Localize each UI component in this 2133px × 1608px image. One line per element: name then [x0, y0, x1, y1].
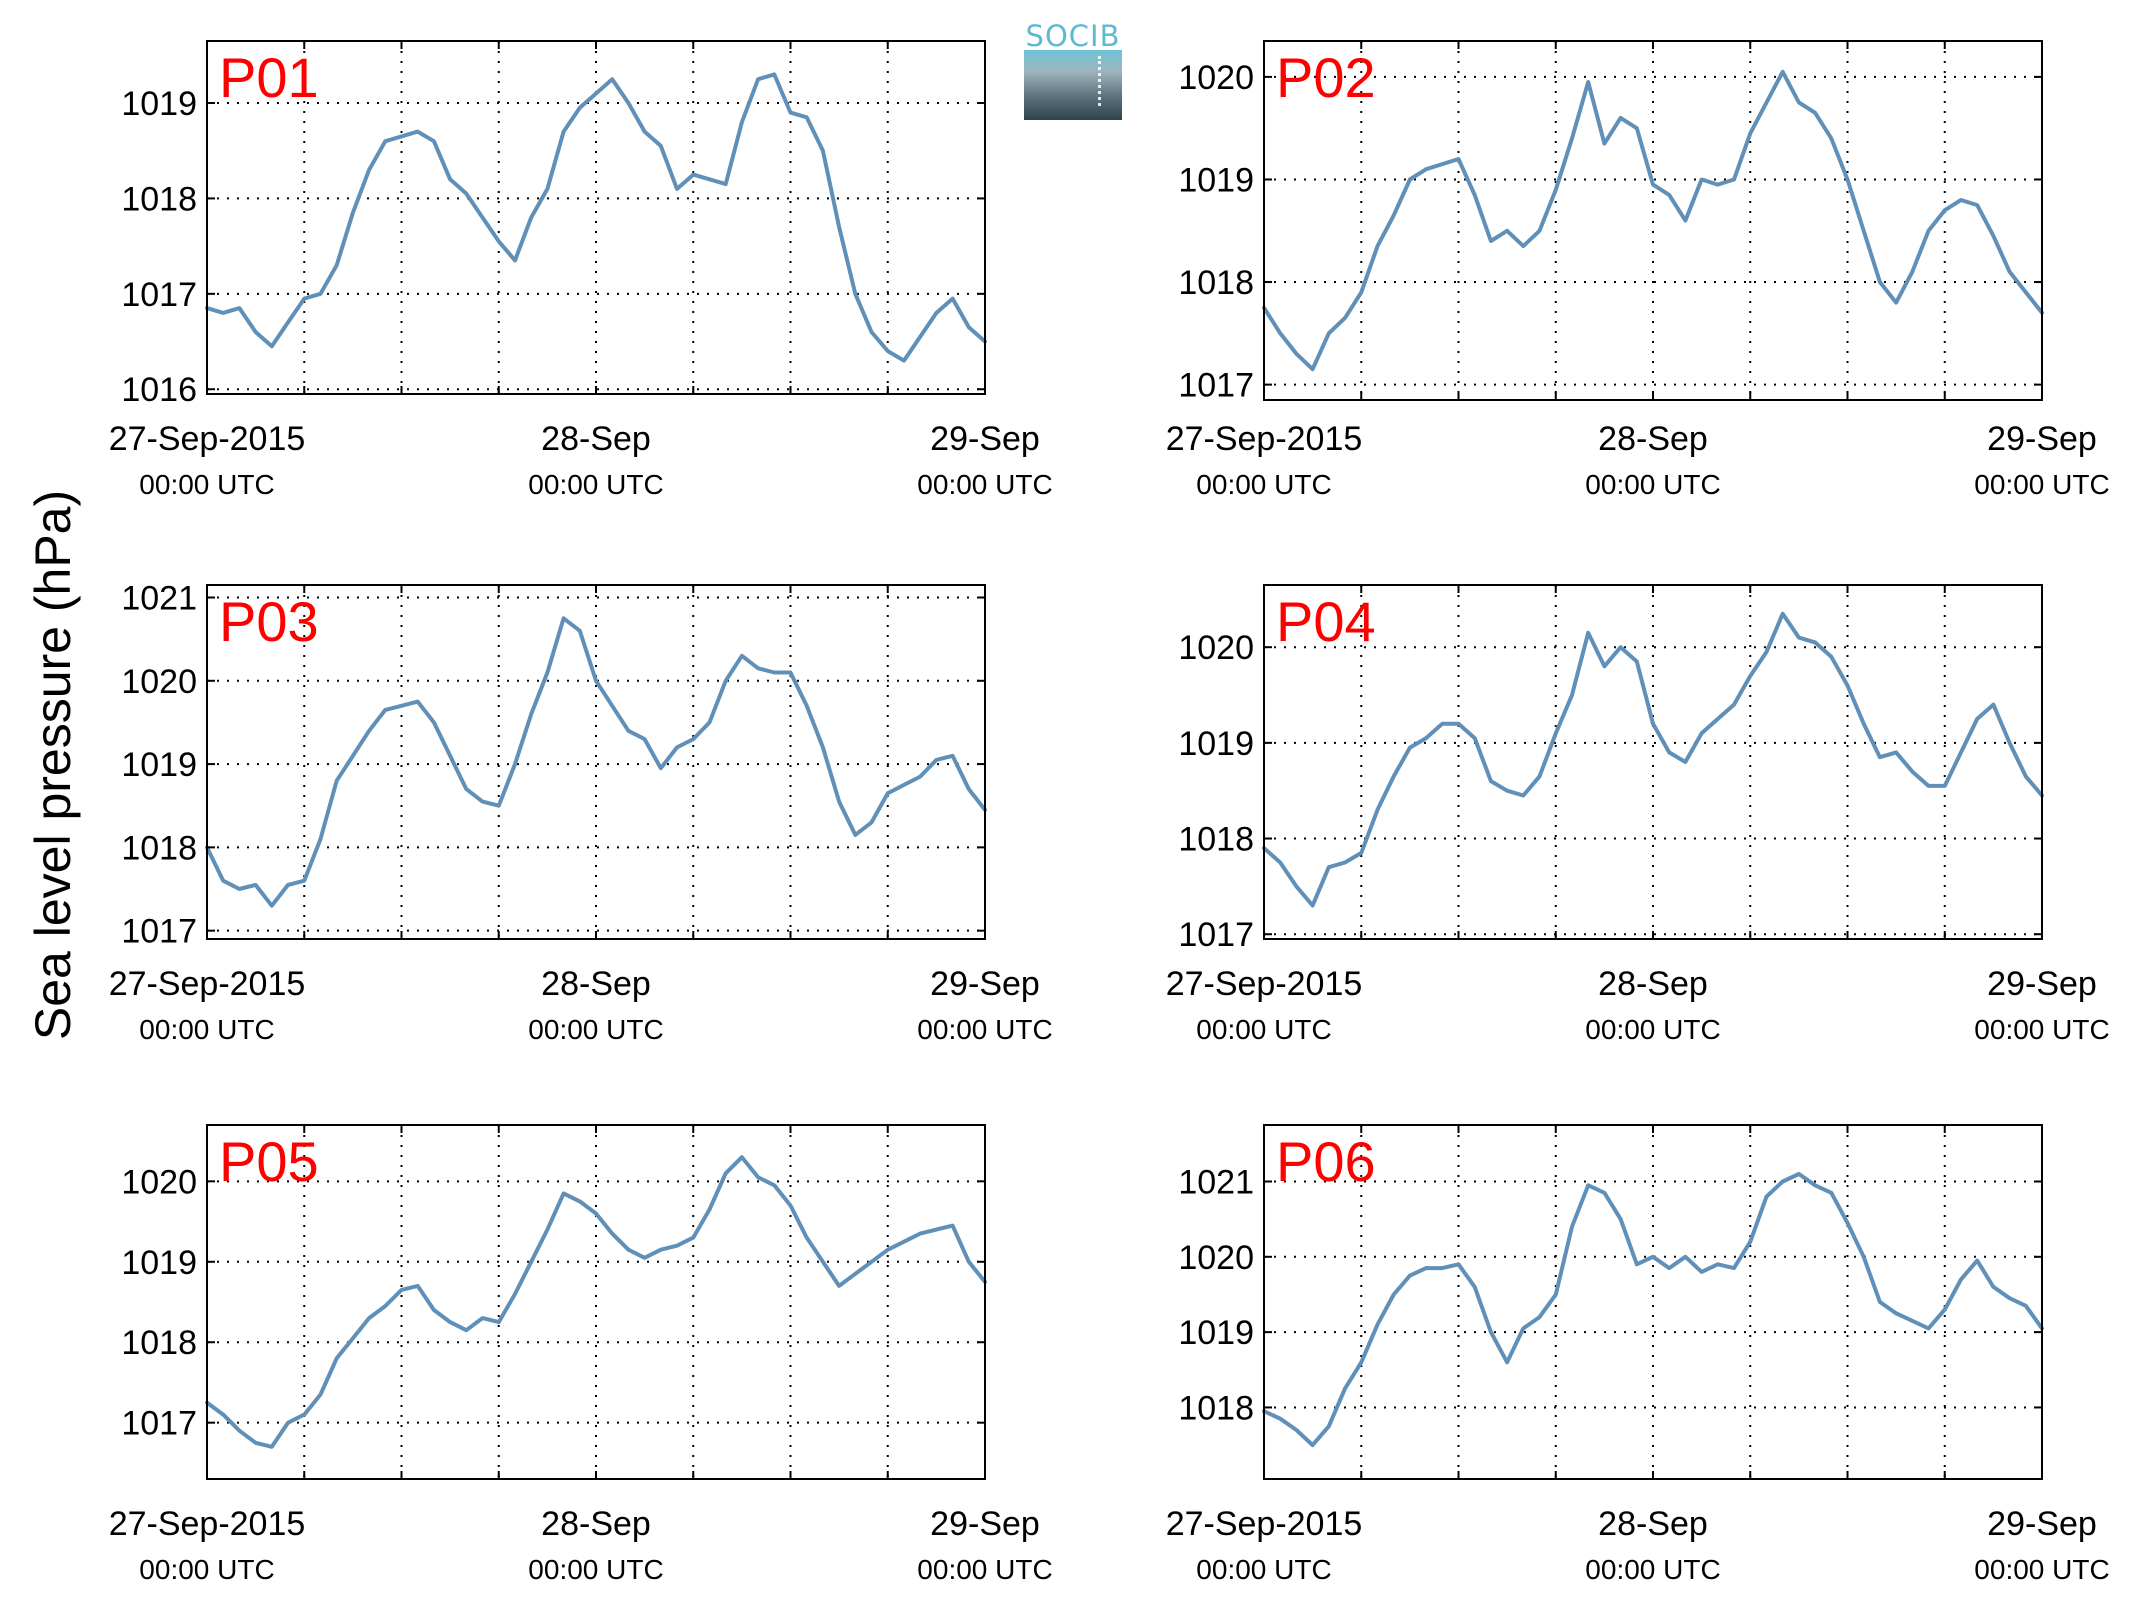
- y-tick-label: 1018: [121, 829, 197, 867]
- x-tick-sublabel: 00:00 UTC: [1585, 469, 1720, 500]
- x-tick-label: 28-Sep: [1598, 1505, 1708, 1543]
- x-tick-sublabel: 00:00 UTC: [1196, 469, 1331, 500]
- y-tick-label: 1018: [1178, 264, 1254, 302]
- pressure-series-line: [205, 1155, 987, 1449]
- y-tick-label: 1019: [121, 746, 197, 784]
- y-tick-label: 1020: [1178, 1239, 1254, 1277]
- y-tick-label: 1021: [1178, 1163, 1254, 1201]
- x-tick-sublabel: 00:00 UTC: [1585, 1554, 1720, 1585]
- y-tick-label: 1017: [1178, 367, 1254, 405]
- x-tick-sublabel: 00:00 UTC: [1196, 1014, 1331, 1045]
- y-tick-label: 1017: [1178, 916, 1254, 954]
- x-tick-label: 29-Sep: [930, 1505, 1040, 1543]
- y-tick-label: 1018: [1178, 1389, 1254, 1427]
- x-tick-label: 28-Sep: [541, 1505, 651, 1543]
- panel-p01: 1016 1017 1018 1019 27-Sep-2015 00:00 UTC 28-S…: [109, 40, 1053, 500]
- y-tick-label: 1019: [121, 1244, 197, 1282]
- x-tick-label: 27-Sep-2015: [1166, 965, 1363, 1003]
- x-tick-sublabel: 00:00 UTC: [1974, 1554, 2109, 1585]
- y-tick-label: 1020: [1178, 59, 1254, 97]
- x-tick-label: 29-Sep: [930, 965, 1040, 1003]
- pressure-series-line: [1262, 611, 2044, 908]
- y-tick-label: 1019: [121, 85, 197, 123]
- y-tick-label: 1020: [121, 1163, 197, 1201]
- x-tick-sublabel: 00:00 UTC: [1974, 469, 2109, 500]
- y-tick-label: 1019: [1178, 1314, 1254, 1352]
- x-tick-label: 29-Sep: [1987, 1505, 2097, 1543]
- x-tick-sublabel: 00:00 UTC: [917, 1014, 1052, 1045]
- panel-p06: 1018 1019 1020 1021 27-Sep-2015 00:00 UTC 28-S…: [1166, 1124, 2110, 1585]
- logo-wave-block: [1024, 50, 1122, 120]
- x-tick-label: 29-Sep: [1987, 420, 2097, 458]
- panel-title: P02: [1276, 46, 1376, 109]
- y-axis-label: Sea level pressure (hPa): [25, 490, 81, 1040]
- panel-p03: 1017 1018 1019 1020 1021 27-Sep-2015 00:00 UTC…: [109, 579, 1053, 1045]
- y-tick-label: 1020: [1178, 629, 1254, 667]
- y-tick-label: 1016: [121, 371, 197, 409]
- x-tick-label: 28-Sep: [541, 420, 651, 458]
- y-tick-label: 1020: [121, 663, 197, 701]
- y-tick-label: 1017: [121, 1405, 197, 1443]
- x-tick-sublabel: 00:00 UTC: [528, 1014, 663, 1045]
- x-tick-label: 28-Sep: [1598, 965, 1708, 1003]
- x-tick-sublabel: 00:00 UTC: [139, 1014, 274, 1045]
- x-tick-label: 27-Sep-2015: [109, 1505, 306, 1543]
- socib-logo: SOCIB: [1024, 20, 1122, 120]
- panel-p05: 1017 1018 1019 1020 27-Sep-2015 00:00 UTC 28-S…: [109, 1124, 1053, 1585]
- y-tick-label: 1021: [121, 579, 197, 617]
- x-tick-sublabel: 00:00 UTC: [139, 1554, 274, 1585]
- panel-title: P06: [1276, 1130, 1376, 1193]
- y-tick-label: 1017: [121, 913, 197, 951]
- x-tick-sublabel: 00:00 UTC: [528, 469, 663, 500]
- x-tick-label: 27-Sep-2015: [1166, 420, 1363, 458]
- panel-title: P01: [219, 46, 319, 109]
- axes-frame: [1263, 40, 2043, 401]
- x-tick-sublabel: 00:00 UTC: [1974, 1014, 2109, 1045]
- pressure-series-line: [205, 72, 987, 363]
- logo-text: SOCIB: [1025, 19, 1121, 53]
- panel-title: P03: [219, 590, 319, 653]
- panel-title: P04: [1276, 590, 1376, 653]
- x-tick-label: 28-Sep: [541, 965, 651, 1003]
- y-tick-label: 1019: [1178, 725, 1254, 763]
- y-tick-label: 1018: [121, 180, 197, 218]
- x-tick-sublabel: 00:00 UTC: [917, 469, 1052, 500]
- x-tick-label: 28-Sep: [1598, 420, 1708, 458]
- x-tick-label: 27-Sep-2015: [1166, 1505, 1363, 1543]
- pressure-series-line: [205, 616, 987, 908]
- x-tick-label: 29-Sep: [930, 420, 1040, 458]
- y-tick-label: 1017: [121, 276, 197, 314]
- x-tick-sublabel: 00:00 UTC: [917, 1554, 1052, 1585]
- x-tick-sublabel: 00:00 UTC: [1585, 1014, 1720, 1045]
- x-tick-label: 29-Sep: [1987, 965, 2097, 1003]
- logo-dotted-mast: [1098, 56, 1101, 106]
- x-tick-sublabel: 00:00 UTC: [139, 469, 274, 500]
- x-tick-label: 27-Sep-2015: [109, 965, 306, 1003]
- panel-p02: 1017 1018 1019 1020 27-Sep-2015 00:00 UTC 28-S…: [1166, 40, 2110, 500]
- y-tick-label: 1018: [1178, 821, 1254, 859]
- panel-title: P05: [219, 1130, 319, 1193]
- panel-p04: 1017 1018 1019 1020 27-Sep-2015 00:00 UTC 28-S…: [1166, 584, 2110, 1045]
- x-tick-sublabel: 00:00 UTC: [1196, 1554, 1331, 1585]
- x-tick-sublabel: 00:00 UTC: [528, 1554, 663, 1585]
- y-tick-label: 1019: [1178, 161, 1254, 199]
- x-tick-label: 27-Sep-2015: [109, 420, 306, 458]
- pressure-series-line: [1262, 69, 2044, 372]
- pressure-series-line: [1262, 1172, 2044, 1448]
- y-tick-label: 1018: [121, 1324, 197, 1362]
